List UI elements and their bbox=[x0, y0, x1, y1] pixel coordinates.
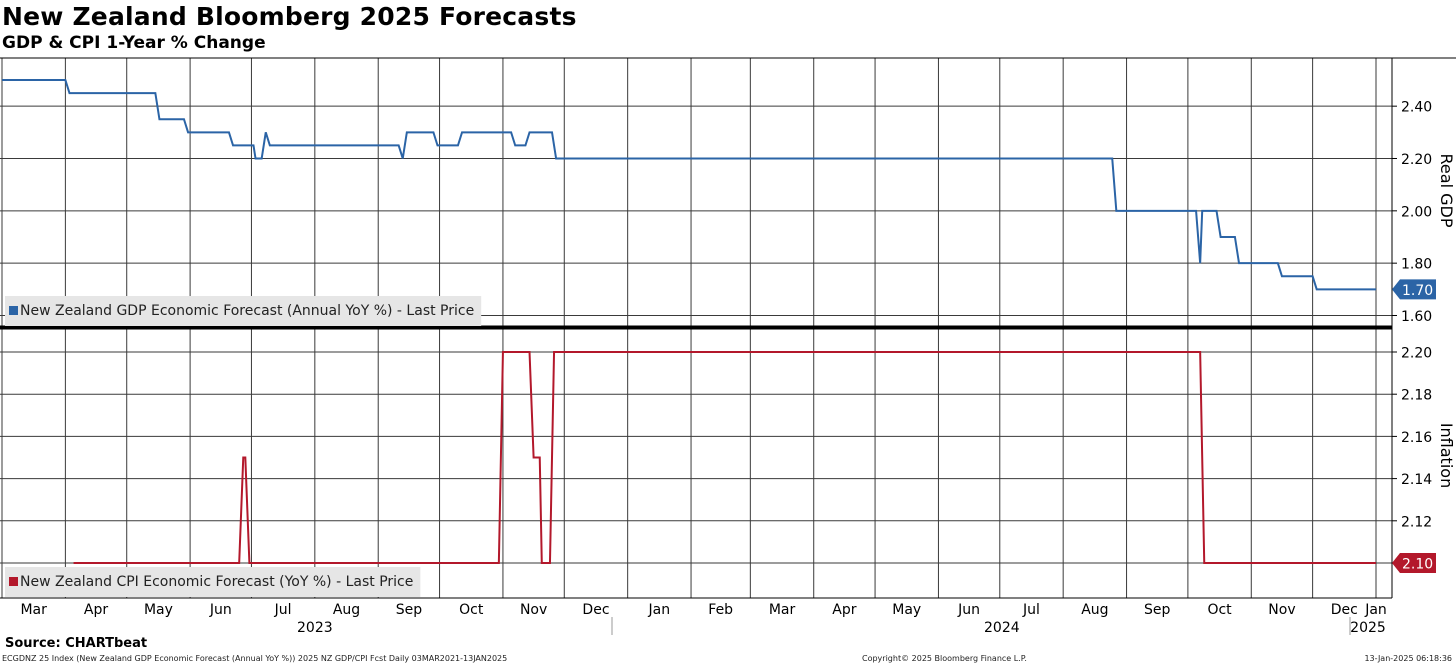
legend-swatch bbox=[9, 577, 18, 586]
x-tick-label: Apr bbox=[84, 602, 108, 618]
x-tick-label: May bbox=[144, 602, 173, 618]
footer-timestamp: 13-Jan-2025 06:18:36 bbox=[1364, 654, 1452, 663]
x-tick-label: Aug bbox=[333, 602, 360, 618]
legend-label: New Zealand GDP Economic Forecast (Annua… bbox=[20, 303, 474, 319]
y-tick-label: 1.80 bbox=[1401, 257, 1432, 273]
x-tick-label: Nov bbox=[1268, 602, 1295, 618]
x-tick-label: May bbox=[892, 602, 921, 618]
y-tick-label: 2.12 bbox=[1401, 514, 1432, 530]
x-year-label: 2025 bbox=[1350, 620, 1386, 636]
legend: New Zealand GDP Economic Forecast (Annua… bbox=[5, 296, 482, 326]
x-year-label: 2023 bbox=[297, 620, 333, 636]
last-price-tag bbox=[1392, 279, 1436, 300]
y-axis-title: Inflation bbox=[1437, 423, 1456, 488]
footer-copyright: Copyright© 2025 Bloomberg Finance L.P. bbox=[862, 654, 1027, 663]
x-tick-label: Jun bbox=[209, 602, 232, 618]
panel-divider bbox=[0, 325, 1392, 330]
series-line bbox=[73, 351, 1376, 564]
last-price-label: 1.70 bbox=[1402, 283, 1433, 299]
last-price-tag bbox=[1392, 553, 1436, 573]
y-tick-label: 2.00 bbox=[1401, 204, 1432, 220]
x-tick-label: Jan bbox=[1364, 602, 1387, 618]
x-tick-label: Dec bbox=[582, 602, 609, 618]
x-tick-label: Nov bbox=[520, 602, 547, 618]
x-tick-label: Jun bbox=[957, 602, 980, 618]
x-tick-label: Jan bbox=[648, 602, 671, 618]
x-tick-label: Aug bbox=[1081, 602, 1108, 618]
chart-subtitle: GDP & CPI 1-Year % Change bbox=[2, 33, 266, 53]
legend-swatch bbox=[9, 306, 18, 315]
chart-title: New Zealand Bloomberg 2025 Forecasts bbox=[2, 2, 577, 31]
legend-box bbox=[5, 296, 482, 326]
last-price-label: 2.10 bbox=[1402, 557, 1433, 573]
y-tick-label: 2.18 bbox=[1401, 388, 1432, 404]
x-tick-label: Dec bbox=[1331, 602, 1358, 618]
x-tick-label: Mar bbox=[769, 602, 796, 618]
x-tick-label: Apr bbox=[832, 602, 856, 618]
x-tick-label: Sep bbox=[396, 602, 423, 618]
legend: New Zealand CPI Economic Forecast (YoY %… bbox=[5, 567, 421, 597]
y-axis-title: Real GDP bbox=[1437, 154, 1456, 228]
x-tick-label: Jul bbox=[1022, 602, 1040, 618]
x-tick-label: Jul bbox=[274, 602, 292, 618]
source-note: Source: CHARTbeat bbox=[5, 636, 148, 651]
y-tick-label: 2.16 bbox=[1401, 430, 1432, 446]
x-year-label: 2024 bbox=[984, 620, 1020, 636]
y-tick-label: 2.20 bbox=[1401, 152, 1432, 168]
y-tick-label: 2.20 bbox=[1401, 346, 1432, 362]
footer-description: ECGDNZ 25 Index (New Zealand GDP Economi… bbox=[2, 654, 508, 663]
x-tick-label: Oct bbox=[1207, 602, 1232, 618]
y-tick-label: 2.40 bbox=[1401, 100, 1432, 116]
legend-label: New Zealand CPI Economic Forecast (YoY %… bbox=[20, 574, 413, 590]
y-tick-label: 2.14 bbox=[1401, 472, 1432, 488]
series-line bbox=[2, 79, 1376, 291]
x-tick-label: Feb bbox=[708, 602, 733, 618]
x-tick-label: Sep bbox=[1144, 602, 1171, 618]
y-tick-label: 1.60 bbox=[1401, 309, 1432, 325]
legend-box bbox=[5, 567, 421, 597]
x-tick-label: Mar bbox=[20, 602, 47, 618]
x-tick-label: Oct bbox=[459, 602, 484, 618]
